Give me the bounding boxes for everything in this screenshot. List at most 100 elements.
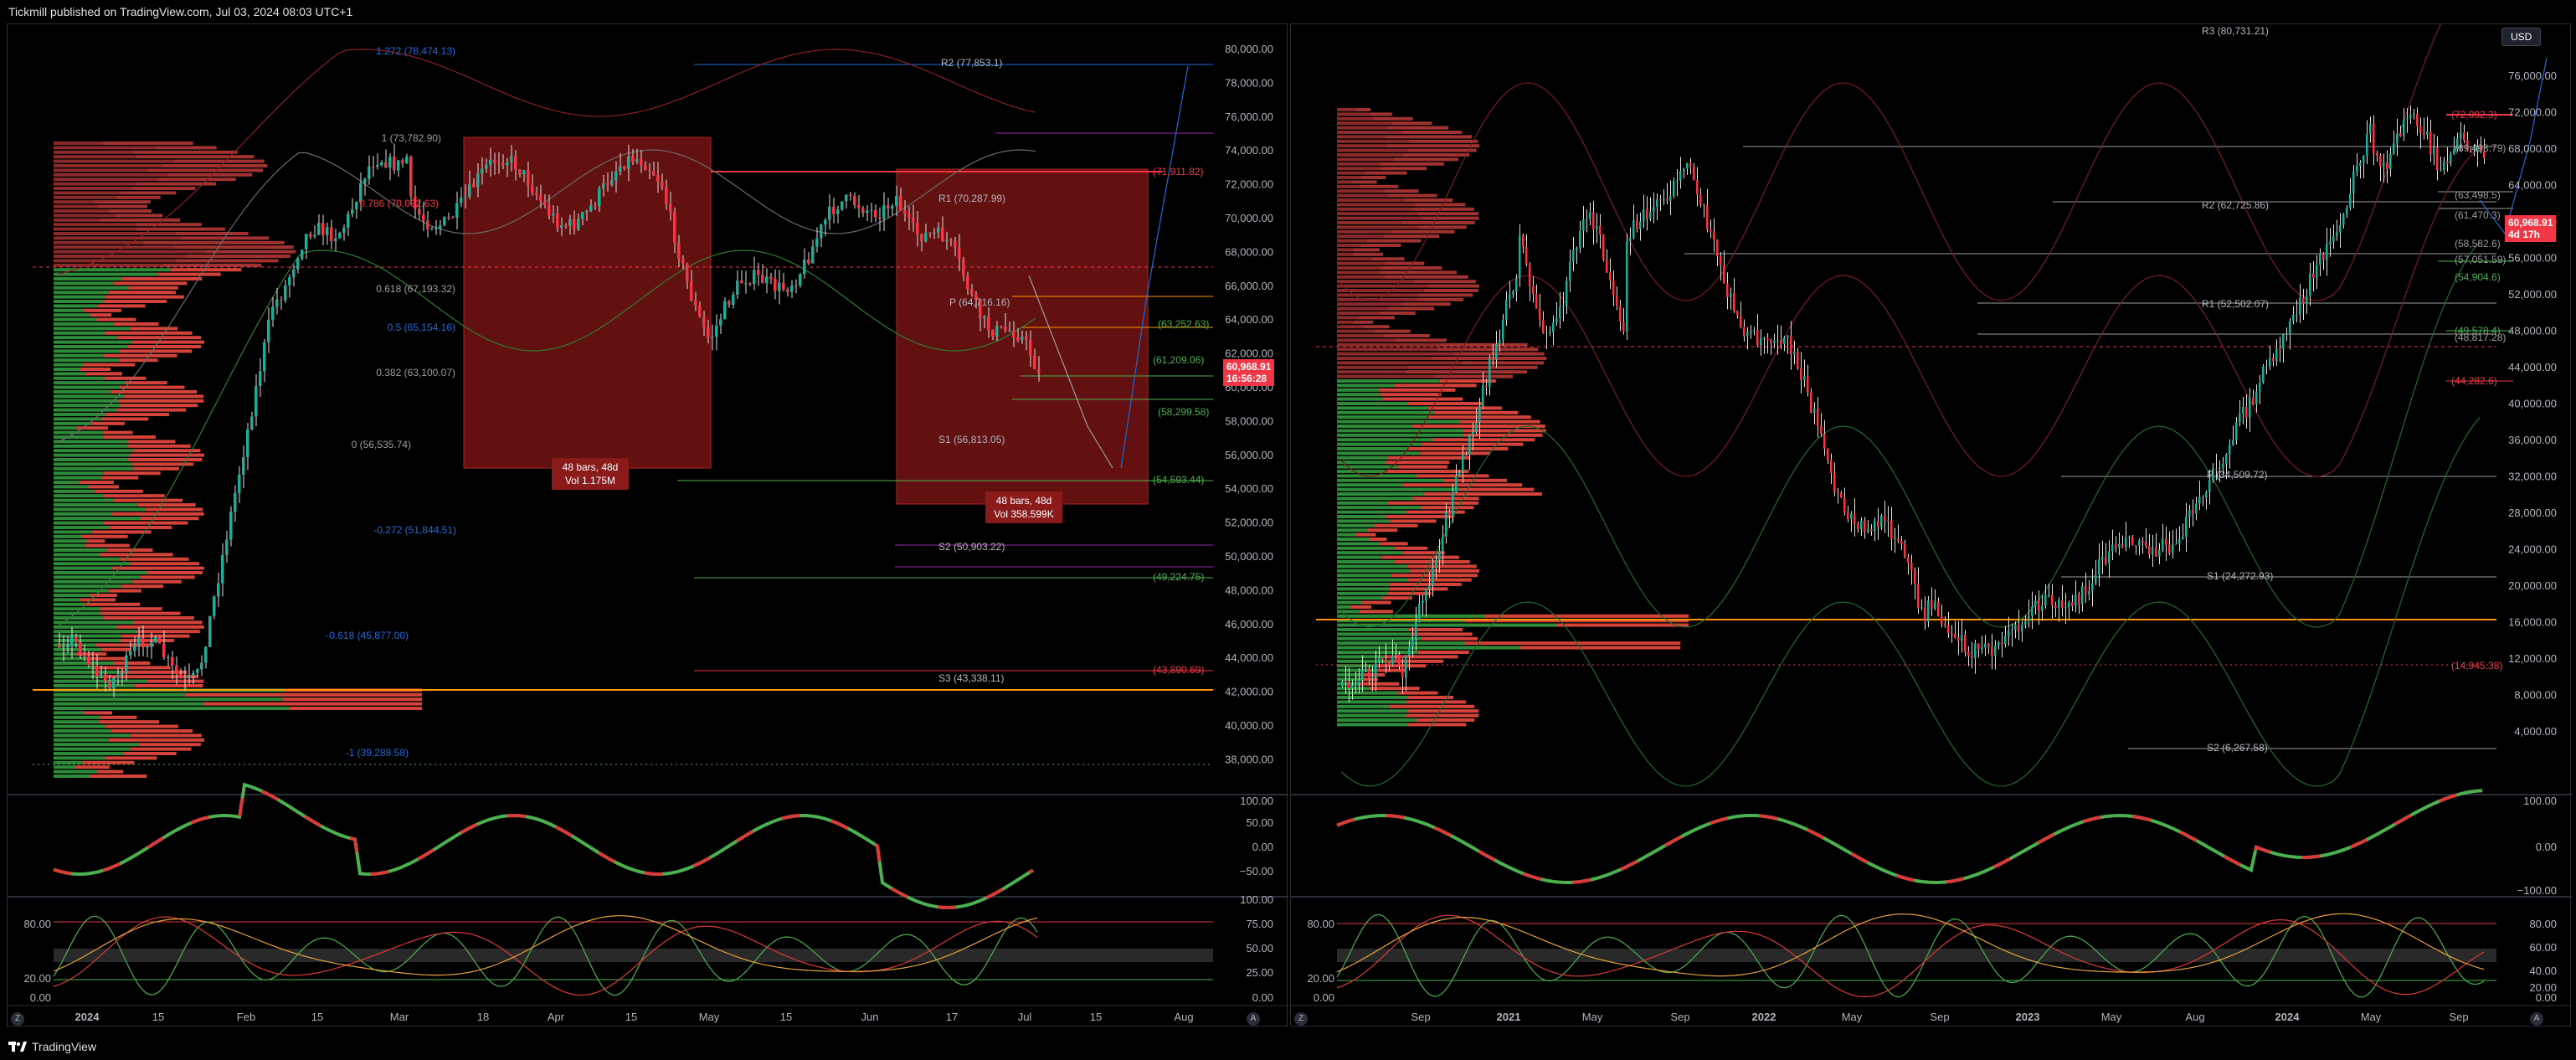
right-chart-canvas[interactable]: R3 (80,731.21) R2 (62,725.86) R1 (52,502.0… xyxy=(1291,24,2572,1027)
tradingview-logo[interactable]: TradingView xyxy=(8,1033,96,1060)
candle-body xyxy=(183,677,187,678)
level-label: (49,224.75) xyxy=(1153,571,1204,583)
volume-profile-bar xyxy=(54,430,103,435)
candle-body xyxy=(192,672,195,677)
volume-profile-bar xyxy=(1337,636,1422,641)
level-label: (14,945.38) xyxy=(2451,660,2502,672)
volume-profile-bar xyxy=(1337,189,1385,193)
candle-body xyxy=(1810,392,1812,414)
volume-profile-bar xyxy=(54,227,138,231)
volume-profile-bar xyxy=(127,345,202,348)
candle-body xyxy=(1365,668,1367,670)
volume-profile-bar xyxy=(129,453,204,457)
candle-body xyxy=(460,198,463,203)
volume-profile-bar xyxy=(1379,542,1408,546)
candle-body xyxy=(1663,198,1665,201)
left-chart-panel[interactable]: R2 (77,853.1) R1 (70,287.99) P (64,716.16)… xyxy=(7,23,1288,1027)
level-label: (58,582.6) xyxy=(2455,238,2501,250)
volume-profile-bar xyxy=(1337,433,1463,437)
volume-profile-bar xyxy=(1337,677,1363,682)
candle-body xyxy=(2296,314,2298,316)
left-chart-canvas[interactable]: R2 (77,853.1) R1 (70,287.99) P (64,716.16)… xyxy=(8,24,1288,1027)
candle-body xyxy=(786,289,789,292)
candle-body xyxy=(1606,259,1608,273)
candle-body xyxy=(970,289,974,295)
candle-body xyxy=(2319,253,2321,265)
candle-body xyxy=(2014,624,2017,630)
oscillator-line xyxy=(53,782,1035,910)
candle-body xyxy=(1880,515,1883,527)
candle-body xyxy=(2088,591,2090,594)
candle-body xyxy=(167,656,170,658)
volume-profile-bar xyxy=(121,639,174,642)
right-last-price: 60,968.91 xyxy=(2508,217,2553,229)
candle-body xyxy=(849,194,852,196)
volume-profile-bar xyxy=(1337,257,1373,261)
volume-profile-bar xyxy=(1388,126,1449,130)
candle-body xyxy=(1609,272,1612,280)
currency-button[interactable]: USD xyxy=(2501,28,2542,46)
candle-body xyxy=(1991,647,1993,656)
candle-body xyxy=(694,300,697,306)
envelope-band xyxy=(1340,147,2481,477)
right-auto-icon[interactable]: A xyxy=(2530,1012,2543,1026)
volume-profile-bar xyxy=(140,517,199,521)
left-auto-icon[interactable]: A xyxy=(1247,1012,1260,1026)
candle-body xyxy=(991,330,995,337)
volume-profile-bar xyxy=(1337,519,1391,523)
candle-body xyxy=(271,306,275,320)
candle-body xyxy=(1515,278,1518,292)
volume-profile-bar xyxy=(1397,465,1447,469)
volume-profile-bar xyxy=(1337,470,1386,473)
candle-body xyxy=(1679,171,1682,181)
volume-profile-bar xyxy=(1463,641,1680,646)
left-zoom-icon[interactable]: Z xyxy=(11,1012,24,1026)
volume-profile-bar xyxy=(1402,551,1445,555)
volume-profile-bar xyxy=(113,281,188,286)
volume-profile-bar xyxy=(108,291,177,295)
candle-body xyxy=(979,300,982,319)
volume-profile-bar xyxy=(132,449,201,453)
candle-body xyxy=(2118,543,2121,548)
candle-body xyxy=(485,164,488,169)
volume-profile-bar xyxy=(83,363,136,367)
candle-body xyxy=(899,196,902,211)
volume-profile-bar xyxy=(54,729,111,733)
level-label: (54,904.6) xyxy=(2455,271,2501,283)
candle-body xyxy=(1345,681,1347,683)
volume-profile-bar xyxy=(54,756,105,760)
volume-profile-bar xyxy=(54,774,90,778)
candle-body xyxy=(2028,615,2030,622)
volume-profile-bar xyxy=(1337,700,1406,704)
candle-body xyxy=(2342,214,2345,225)
volume-profile-bar xyxy=(113,498,183,502)
candle-body xyxy=(2111,544,2114,552)
candle-body xyxy=(799,274,802,286)
candle-body xyxy=(552,214,555,216)
candle-body xyxy=(1931,600,1933,610)
candle-body xyxy=(2265,365,2268,368)
candle-body xyxy=(246,429,249,457)
candle-body xyxy=(1787,335,1789,338)
box-annotation-bg xyxy=(985,491,1062,523)
candle-body xyxy=(133,645,136,651)
volume-profile-bar xyxy=(133,150,238,154)
volume-profile-bar xyxy=(1337,374,1434,378)
volume-profile-bar xyxy=(96,204,147,208)
candle-body xyxy=(2172,543,2174,553)
candle-body xyxy=(2346,207,2348,214)
right-chart-panel[interactable]: R3 (80,731.21) R2 (62,725.86) R1 (52,502.0… xyxy=(1290,23,2572,1027)
candle-body xyxy=(1760,338,1762,346)
volume-profile-bar xyxy=(1337,153,1403,157)
volume-profile-bar xyxy=(1337,388,1379,392)
volume-profile-bar xyxy=(129,327,178,331)
candle-body xyxy=(1579,230,1581,248)
volume-profile-bar xyxy=(1337,546,1395,550)
candle-body xyxy=(1539,308,1541,320)
price-axis-label: 40,000.00 xyxy=(2508,398,2557,410)
volume-profile-bar xyxy=(54,562,131,566)
volume-profile-bar xyxy=(54,178,159,182)
candle-body xyxy=(2152,547,2154,555)
right-zoom-icon[interactable]: Z xyxy=(1294,1012,1308,1026)
candle-body xyxy=(2232,440,2234,445)
